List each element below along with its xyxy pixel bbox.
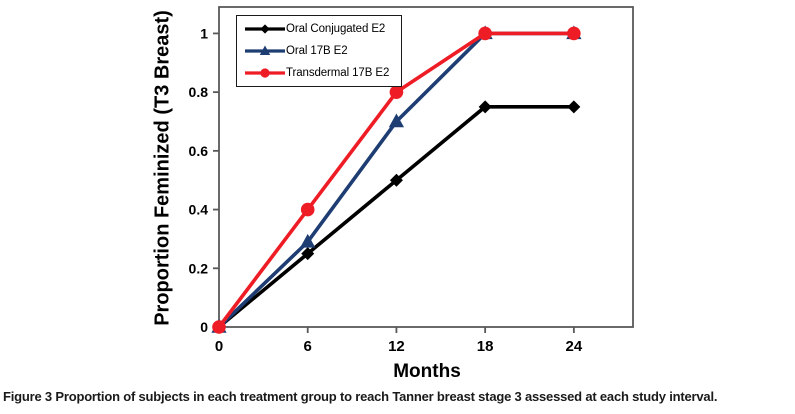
legend-label: Oral Conjugated E2 xyxy=(286,23,386,35)
data-point-marker-diamond xyxy=(260,24,270,34)
y-tick-label: 1 xyxy=(200,25,208,41)
data-point-marker-triangle xyxy=(300,233,316,248)
data-point-marker-circle xyxy=(300,202,315,217)
x-tick-label: 0 xyxy=(215,338,223,355)
data-point-marker-circle xyxy=(567,26,581,41)
data-point-marker-diamond xyxy=(478,100,492,114)
data-point-marker-diamond xyxy=(301,247,315,261)
figure-caption: Figure 3 Proportion of subjects in each … xyxy=(3,389,793,404)
data-point-marker-diamond xyxy=(389,173,403,187)
x-tick-label: 24 xyxy=(566,338,583,355)
legend-item-transdermal-17b-e2: Transdermal 17B E2 xyxy=(244,65,389,81)
x-tick-label: 12 xyxy=(388,338,405,355)
chart-legend: Oral Conjugated E2 Oral 17B E2 Transdermal… xyxy=(236,15,403,87)
plot-frame xyxy=(218,6,634,328)
y-tick-label: 0.8 xyxy=(189,84,209,100)
y-tick-label: 0.2 xyxy=(189,260,209,276)
data-point-marker-triangle xyxy=(388,113,405,128)
series-oral-conjugated-e2 xyxy=(212,100,581,334)
legend-marker-triangle-icon xyxy=(245,45,285,55)
line-chart-canvas: 0 0.2 0.4 0.6 0.8 1 0 6 12 18 24 xyxy=(189,6,634,355)
data-point-marker-circle xyxy=(260,68,270,78)
y-axis-title: Proportion Feminized (T3 Breast) xyxy=(151,10,174,326)
legend-item-oral-17b-e2: Oral 17B E2 xyxy=(244,43,389,59)
series-line-oral-conjugated-e2 xyxy=(217,105,576,329)
data-point-marker-circle xyxy=(212,320,226,334)
y-tick-label: 0 xyxy=(200,319,208,335)
legend-label: Transdermal 17B E2 xyxy=(286,67,390,79)
data-point-marker-diamond xyxy=(567,100,581,114)
data-point-marker-triangle xyxy=(259,45,271,55)
legend-marker-circle-icon xyxy=(245,68,285,78)
data-point-marker-circle xyxy=(389,85,404,99)
series-transdermal-17b-e2 xyxy=(212,26,581,334)
y-tick-label: 0.4 xyxy=(189,202,209,218)
x-tick-label: 6 xyxy=(304,338,312,355)
y-tick-label: 0.6 xyxy=(189,143,209,159)
figure-caption-text: Proportion of subjects in each treatment… xyxy=(51,389,718,404)
legend-item-oral-conjugated-e2: Oral Conjugated E2 xyxy=(244,21,389,37)
legend-label: Oral 17B E2 xyxy=(286,45,348,57)
data-point-marker-circle xyxy=(478,26,492,41)
x-tick-label: 18 xyxy=(477,338,494,355)
figure-caption-label: Figure 3 xyxy=(3,389,52,404)
x-axis-title: Months xyxy=(393,361,461,382)
legend-marker-diamond-icon xyxy=(245,24,285,34)
